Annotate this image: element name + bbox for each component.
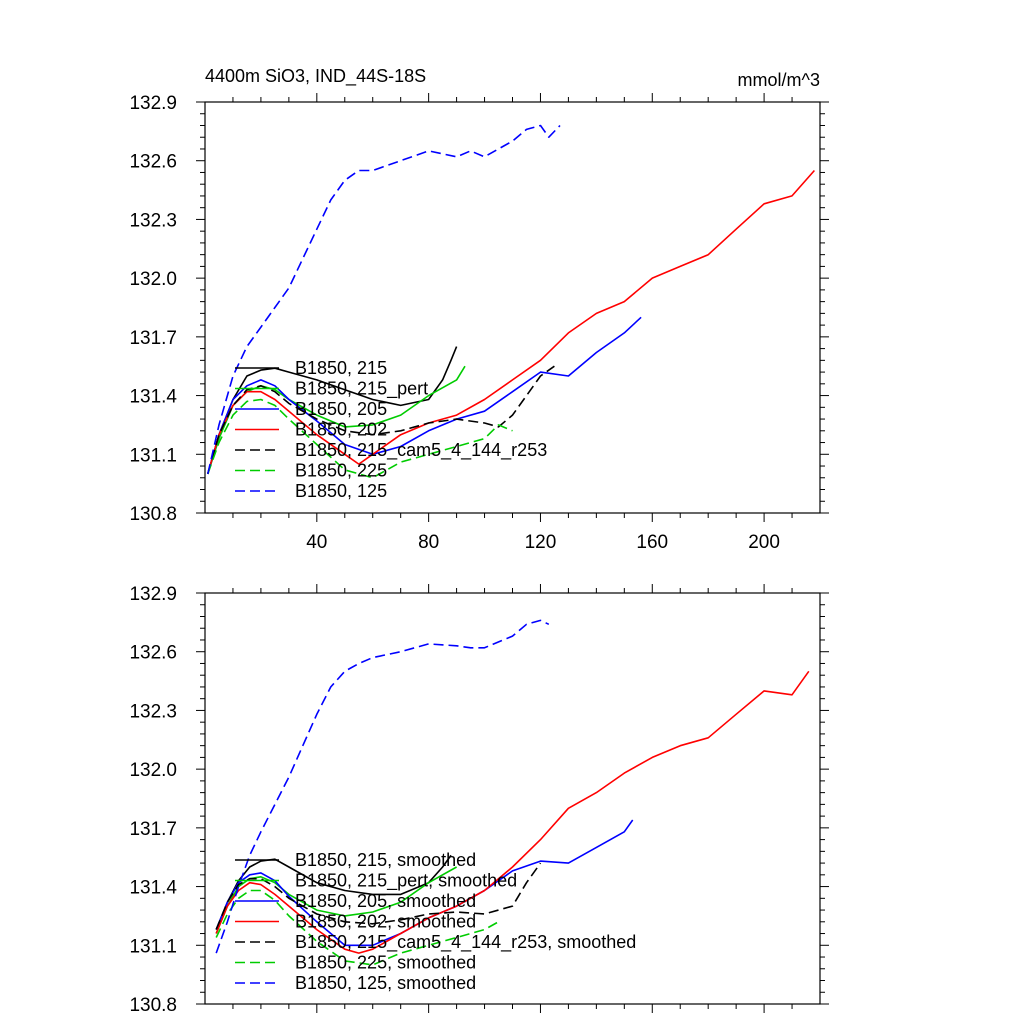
top-ytick-label-1: 131.1: [129, 445, 177, 466]
bottom-legend-label-5: B1850, 225, smoothed: [295, 953, 476, 973]
bottom-ytick-label-2: 131.4: [129, 878, 177, 899]
top-series-3: [207, 169, 816, 475]
bottom-ytick-label-6: 132.6: [129, 643, 177, 664]
bottom-legend-label-1: B1850, 215_pert, smoothed: [295, 871, 517, 892]
units-label: mmol/m^3: [738, 70, 820, 90]
top-legend-label-3: B1850, 202: [295, 420, 387, 440]
bottom-axes: 130.8 131.1 131.4 131.7 132.0 132.3 132.6 132.9: [129, 584, 829, 1016]
bottom-series-5: [215, 889, 499, 966]
bottom-series-4: [215, 862, 542, 930]
top-ytick-label-4: 132.0: [129, 269, 177, 290]
top-ytick-label-3: 131.7: [129, 328, 177, 349]
bottom-ytick-label-1: 131.1: [129, 936, 177, 957]
top-series-5: [207, 398, 513, 479]
top-xtick-label-2: 120: [525, 532, 557, 553]
bottom-legend-label-2: B1850, 205, smoothed: [295, 891, 476, 911]
top-legend-label-0: B1850, 215: [295, 358, 387, 378]
top-xtick-label-1: 80: [418, 532, 439, 553]
top-legend-label-6: B1850, 125: [295, 481, 387, 501]
top-xtick-label-0: 40: [306, 532, 327, 553]
top-xtick-label-4: 200: [748, 532, 780, 553]
bottom-legend-label-3: B1850, 202, smoothed: [295, 912, 476, 932]
bottom-series-2: [215, 819, 634, 947]
top-series-6: [207, 124, 561, 475]
bottom-legend-label-4: B1850, 215_cam5_4_144_r253, smoothed: [295, 932, 636, 953]
top-series-2: [207, 316, 642, 475]
bottom-series-0: [215, 854, 452, 930]
bottom-series-layer: [215, 619, 810, 966]
top-legend-label-1: B1850, 215_pert: [295, 379, 428, 400]
top-axes: 130.8 131.1 131.4 131.7 132.0 132.3 132.6 132.9…: [129, 93, 829, 553]
bottom-legend-label-6: B1850, 125, smoothed: [295, 973, 476, 993]
bottom-ytick-label-5: 132.3: [129, 701, 177, 722]
chart-title: 4400m SiO3, IND_44S-18S: [205, 66, 426, 87]
top-legend-label-4: B1850, 215_cam5_4_144_r253: [295, 440, 547, 461]
bottom-series-6: [215, 619, 550, 954]
bottom-legend-label-0: B1850, 215, smoothed: [295, 850, 476, 870]
top-ytick-label-0: 130.8: [129, 504, 177, 525]
bottom-series-3: [215, 670, 810, 954]
bottom-ytick-label-0: 130.8: [129, 995, 177, 1016]
top-ytick-label-5: 132.3: [129, 210, 177, 231]
bottom-ytick-label-3: 131.7: [129, 819, 177, 840]
bottom-series-1: [215, 866, 457, 934]
top-series-4: [207, 365, 555, 475]
top-ytick-label-2: 131.4: [129, 387, 177, 408]
top-legend-label-2: B1850, 205: [295, 399, 387, 419]
top-series-layer: [207, 124, 816, 479]
top-legend-label-5: B1850, 225: [295, 461, 387, 481]
top-ytick-label-7: 132.9: [129, 93, 177, 114]
top-ytick-label-6: 132.6: [129, 152, 177, 173]
bottom-ytick-label-7: 132.9: [129, 584, 177, 605]
top-series-0: [207, 346, 458, 475]
top-xtick-label-3: 160: [636, 532, 668, 553]
bottom-ytick-label-4: 132.0: [129, 760, 177, 781]
